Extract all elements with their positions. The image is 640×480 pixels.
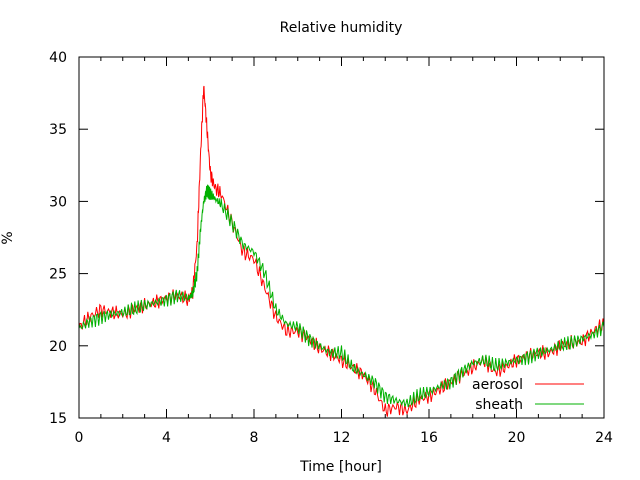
x-tick-label: 20 [508,430,526,446]
chart-title: Relative humidity [280,20,403,36]
axis-ticks: 0 4 8 12 16 20 24 15 20 25 30 35 40 [49,50,613,446]
y-tick-label: 20 [49,339,67,355]
legend-label-sheath: sheath [475,397,523,413]
series-line-sheath [78,184,605,408]
series-line-aerosol [78,85,605,417]
x-axis-label: Time [hour] [299,459,382,475]
plot-frame [78,56,605,419]
x-tick-label: 16 [420,430,438,446]
y-tick-label: 15 [49,411,67,427]
x-tick-label: 24 [595,430,613,446]
y-tick-label: 40 [49,50,67,66]
legend-label-aerosol: aerosol [472,377,523,393]
y-tick-label: 25 [49,267,67,283]
y-tick-label: 30 [49,194,67,210]
x-tick-label: 8 [250,430,259,446]
x-tick-label: 4 [162,430,171,446]
x-tick-label: 0 [75,430,84,446]
x-tick-label: 12 [333,430,351,446]
legend: aerosol sheath [472,377,584,413]
data-series [78,85,605,417]
y-tick-label: 35 [49,122,67,138]
y-axis-label: % [0,231,16,244]
